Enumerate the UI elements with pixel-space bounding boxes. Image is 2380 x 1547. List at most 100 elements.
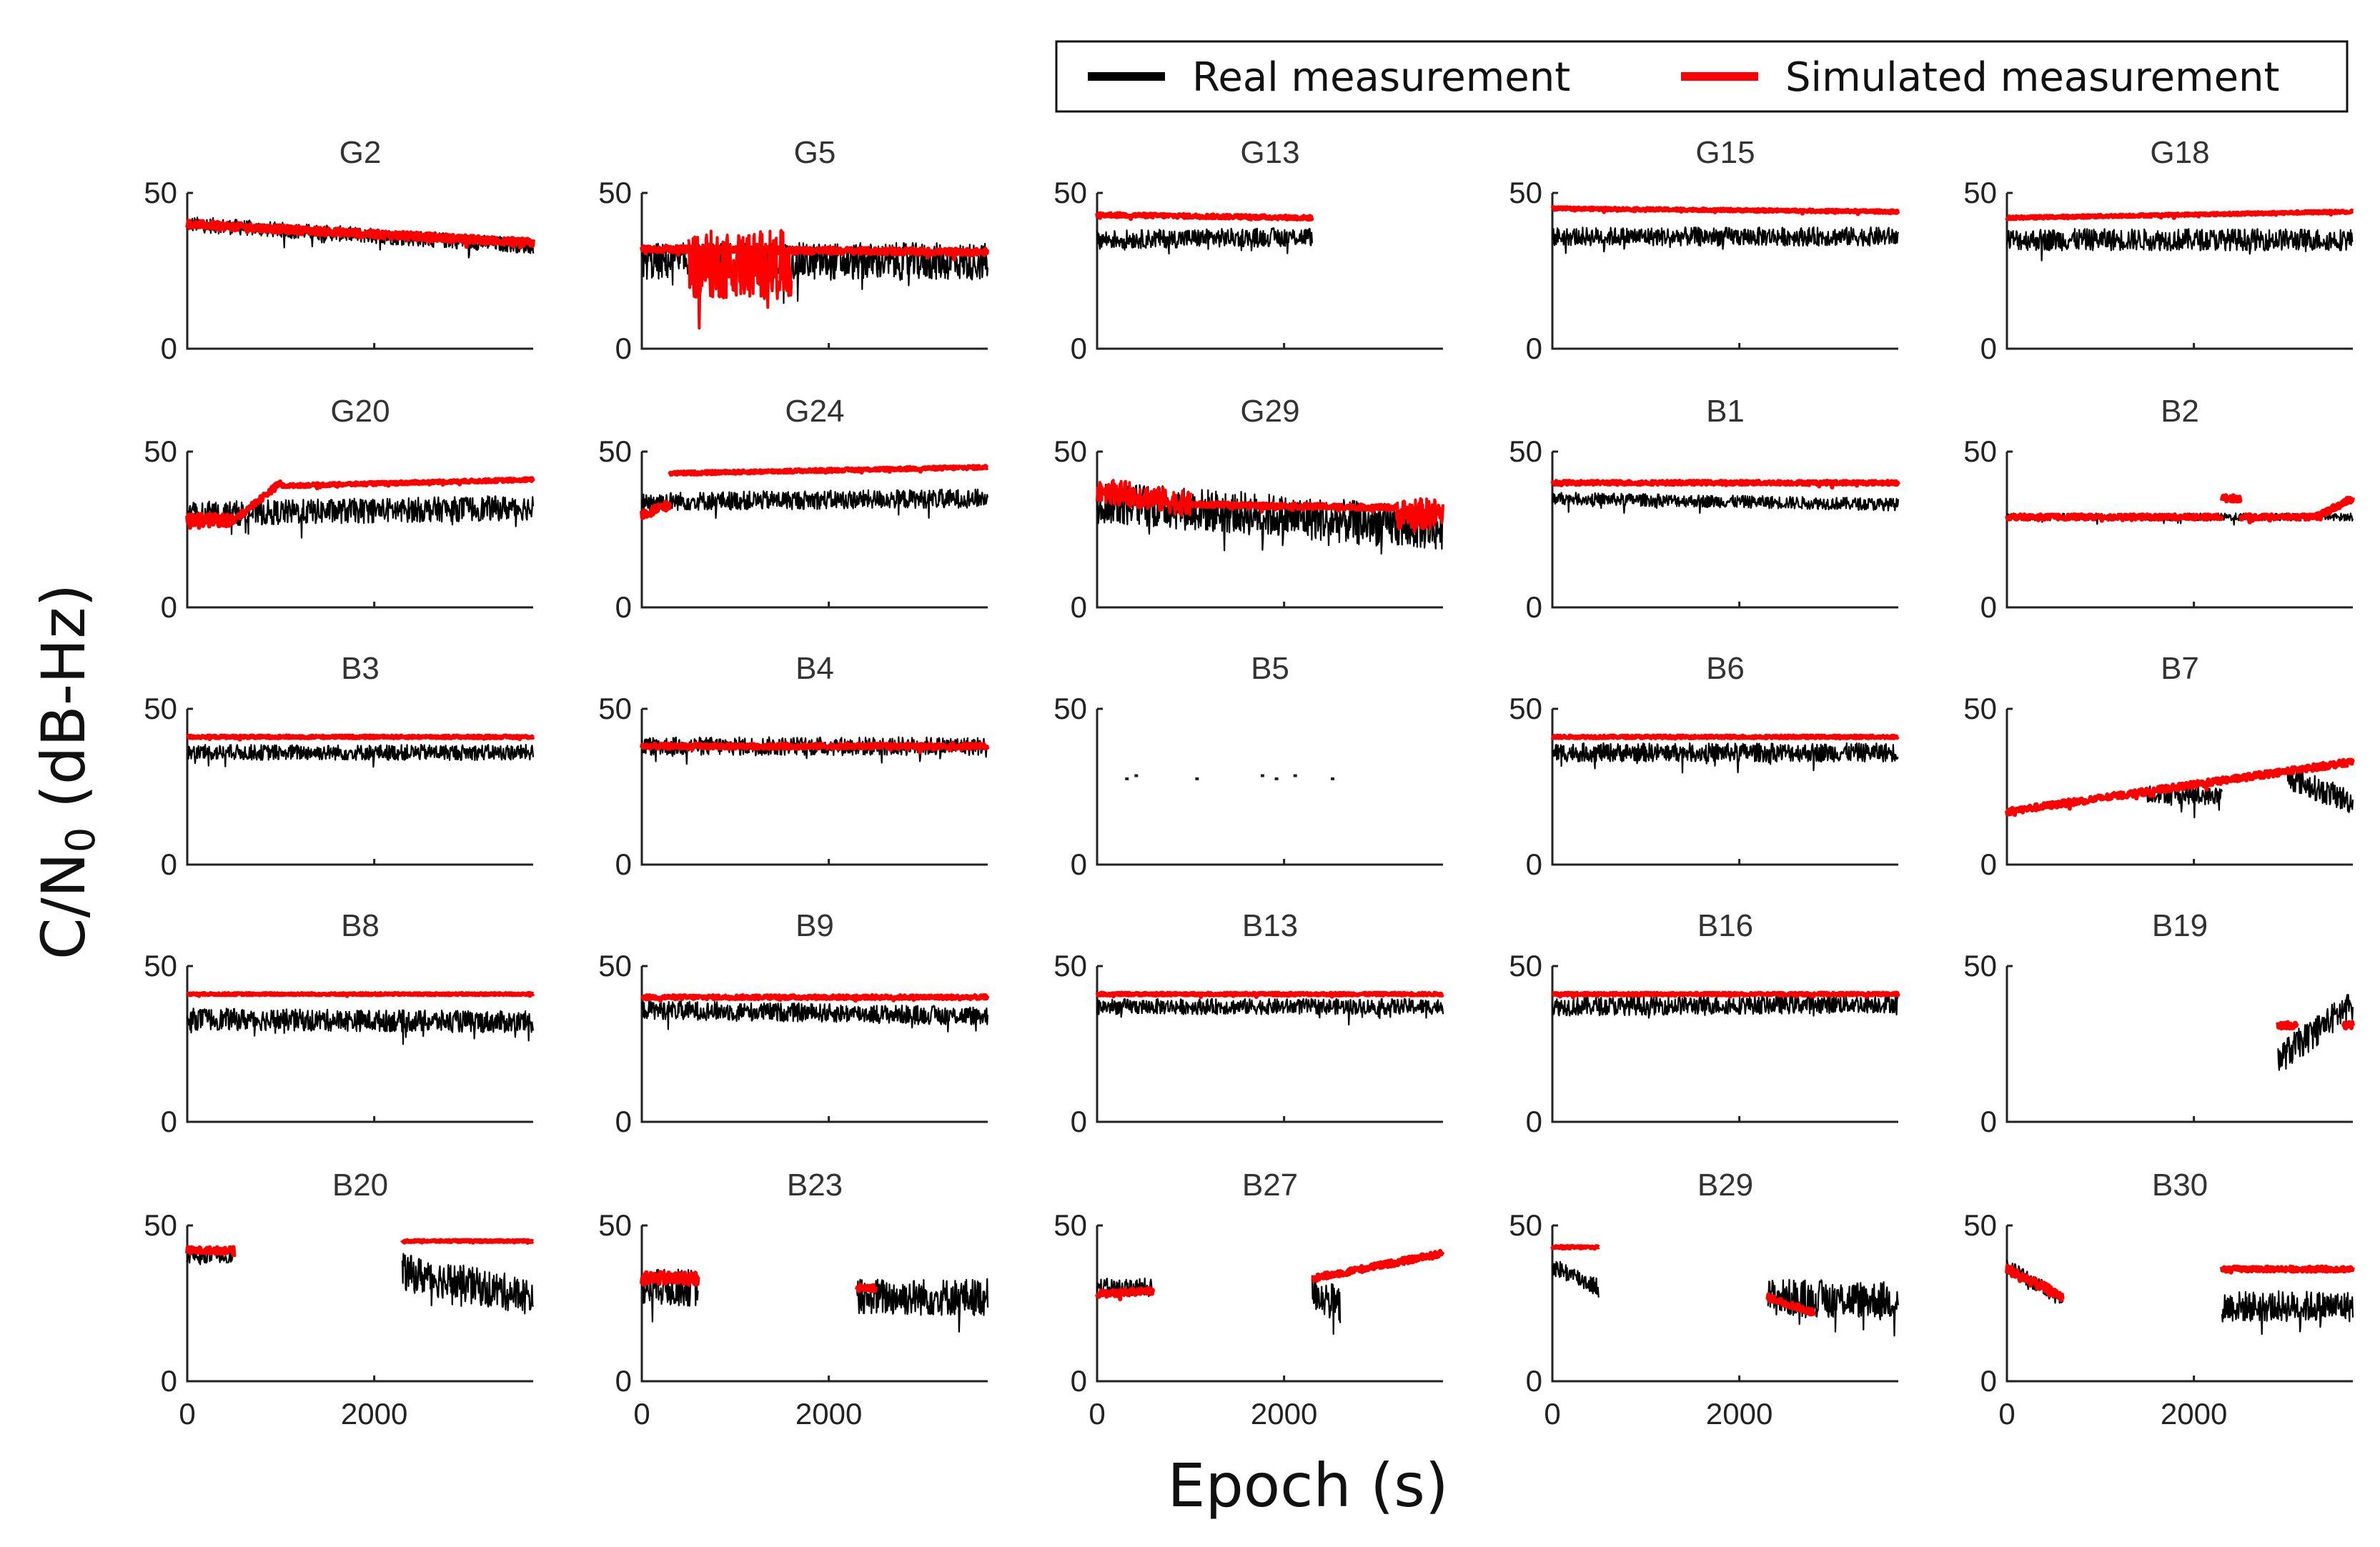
simulated-series — [232, 479, 283, 524]
panel-title: B9 — [795, 908, 834, 943]
real-series — [1096, 227, 1313, 255]
simulated-series — [1550, 205, 1900, 217]
real-series — [1551, 994, 1899, 1019]
y-tick-label: 0 — [1980, 847, 1997, 881]
simulated-series — [640, 993, 990, 1003]
panel-B29: B29 0 50 0 2000 — [1509, 1168, 1900, 1431]
real-series-point — [1274, 777, 1279, 780]
simulated-series — [2219, 1264, 2355, 1275]
simulated-series — [185, 219, 535, 250]
y-tick-label: 50 — [1509, 1208, 1542, 1242]
y-tick-label: 50 — [1053, 434, 1087, 468]
panel-B9: B9 0 50 — [598, 908, 990, 1138]
y-tick-label: 50 — [598, 1208, 632, 1242]
x-axis-label: Epoch (s) — [1167, 1451, 1448, 1521]
real-series — [2286, 768, 2354, 813]
real-series — [187, 744, 535, 768]
y-tick-label: 0 — [1071, 590, 1087, 624]
simulated-series — [2005, 1263, 2065, 1303]
y-tick-label: 50 — [144, 692, 177, 725]
x-tick-label: 2000 — [341, 1397, 407, 1431]
axis-lines — [2005, 452, 2353, 609]
y-tick-label: 50 — [1053, 949, 1087, 983]
axis-lines — [1551, 966, 1898, 1123]
simulated-series — [687, 229, 793, 330]
y-tick-label: 0 — [161, 1364, 177, 1398]
panel-B30: B30 0 50 0 2000 — [1963, 1168, 2355, 1431]
panel-title: B1 — [1706, 394, 1745, 429]
simulated-series — [185, 512, 237, 530]
y-tick-label: 0 — [161, 332, 177, 365]
y-tick-label: 50 — [144, 176, 177, 209]
panel-B13: B13 0 50 — [1053, 908, 1445, 1138]
y-tick-label: 0 — [1526, 332, 1542, 365]
y-tick-label: 0 — [1980, 1105, 1997, 1138]
real-series — [2277, 994, 2354, 1071]
y-tick-label: 50 — [144, 434, 177, 468]
panel-B8: B8 0 50 — [144, 908, 535, 1138]
real-series — [1767, 1278, 1900, 1337]
y-axis-label-main: C/N — [29, 852, 99, 960]
y-tick-label: 50 — [598, 434, 632, 468]
y-tick-label: 0 — [615, 590, 632, 624]
y-tick-label: 0 — [1980, 590, 1997, 624]
panel-B7: B7 0 50 — [1963, 651, 2355, 881]
y-tick-label: 50 — [1509, 176, 1542, 209]
real-series-point — [1134, 774, 1139, 777]
simulated-series — [1550, 1243, 1601, 1251]
panel-title: B16 — [1697, 908, 1753, 943]
y-tick-label: 0 — [1526, 1364, 1542, 1398]
simulated-series — [2341, 1020, 2355, 1031]
y-tick-label: 50 — [1053, 176, 1087, 209]
panel-title: B20 — [332, 1168, 388, 1203]
legend: Real measurement Simulated measurement — [1055, 40, 2349, 113]
y-tick-label: 0 — [1071, 332, 1087, 365]
panel-G2: G2 0 50 — [144, 135, 535, 365]
panel-G15: G15 0 50 — [1509, 135, 1900, 365]
axis-lines — [640, 966, 988, 1123]
real-series-point — [1125, 777, 1129, 780]
axis-lines — [1096, 966, 1443, 1123]
simulated-series — [1096, 479, 1192, 517]
real-series — [1551, 742, 1899, 774]
simulated-series — [400, 1238, 535, 1245]
y-tick-label: 0 — [615, 1105, 632, 1138]
simulated-series — [1394, 497, 1444, 534]
axis-lines — [1551, 1225, 1898, 1383]
axis-lines — [186, 452, 533, 609]
panel-title: G15 — [1695, 135, 1755, 170]
real-series-point — [1293, 774, 1297, 777]
panel-B2: B2 0 50 — [1963, 394, 2355, 624]
panel-G18: G18 0 50 — [1963, 135, 2355, 365]
simulated-series — [640, 1270, 700, 1287]
y-tick-label: 0 — [1526, 847, 1542, 881]
y-tick-label: 50 — [144, 1208, 177, 1242]
panel-B23: B23 0 50 0 2000 — [598, 1168, 989, 1431]
axis-lines — [186, 966, 533, 1123]
panel-title: B8 — [341, 908, 380, 943]
y-tick-label: 50 — [1509, 949, 1542, 983]
axis-lines — [1551, 193, 1898, 350]
real-series — [1096, 998, 1444, 1026]
y-tick-label: 0 — [1071, 1105, 1087, 1138]
panel-title: B2 — [2161, 394, 2199, 429]
panel-title: B4 — [795, 651, 834, 686]
real-series-point — [1331, 777, 1335, 780]
y-tick-label: 50 — [1963, 1208, 1997, 1242]
panel-G20: G20 0 50 — [144, 394, 535, 624]
y-tick-label: 50 — [1509, 692, 1542, 725]
y-axis-label: C/N0 (dB-Hz) — [29, 584, 104, 960]
simulated-series — [1765, 1292, 1817, 1317]
panel-title: G24 — [785, 394, 844, 429]
panel-title: G29 — [1240, 394, 1299, 429]
axis-lines — [640, 1225, 988, 1383]
simulated-series — [2005, 208, 2355, 222]
axis-lines — [2005, 1225, 2353, 1383]
real-series-point — [1260, 774, 1264, 777]
y-tick-label: 0 — [1526, 590, 1542, 624]
real-series — [1551, 1260, 1600, 1298]
legend-real-label: Real measurement — [1192, 54, 1570, 101]
y-tick-label: 0 — [161, 1105, 177, 1138]
simulated-series — [185, 1245, 237, 1258]
panel-G29: G29 0 50 — [1053, 394, 1444, 624]
